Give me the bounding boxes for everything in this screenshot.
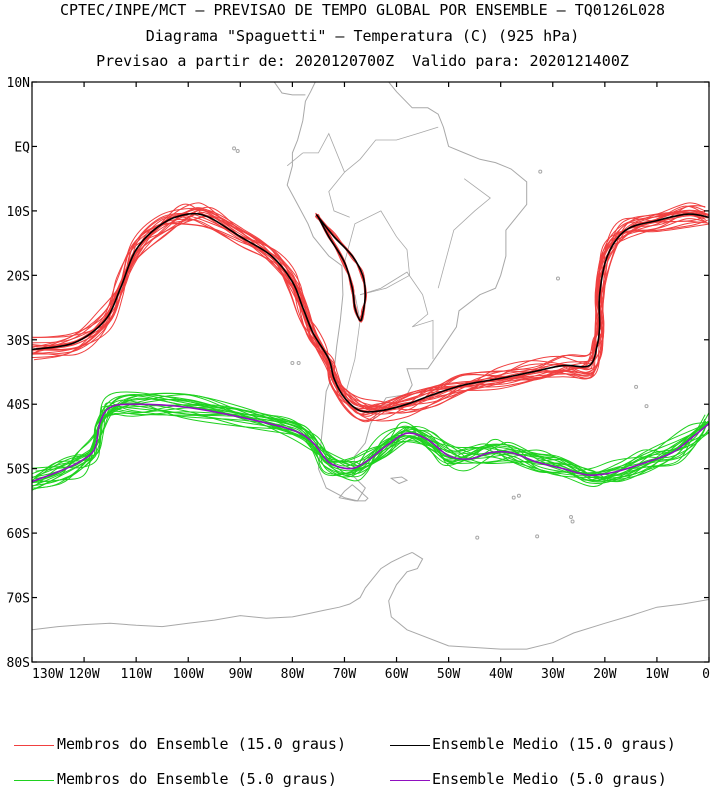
lon-tick-label: 70W <box>333 667 357 682</box>
lon-tick-label: 90W <box>229 667 253 682</box>
country-border <box>344 294 361 398</box>
legend-swatch-member-5 <box>14 780 54 781</box>
ensemble-member-5-line <box>32 398 706 488</box>
ensemble-members-15-layer <box>32 202 709 423</box>
coastline-central-america <box>273 82 306 96</box>
ensemble-member-5-line <box>32 394 709 491</box>
lon-tick-label: 60W <box>385 667 409 682</box>
island-dot <box>511 495 516 500</box>
ensemble-member-15-andes-contour <box>315 212 366 322</box>
ensemble-mean-layer <box>32 212 709 483</box>
lat-tick-label: 60S <box>7 527 30 542</box>
ensemble-mean-15-line <box>32 212 709 413</box>
chart-title-line-2: Diagrama "Spaguetti" — Temperatura (C) (… <box>145 27 580 45</box>
ensemble-member-15-line <box>32 209 706 411</box>
lat-tick-label: 10N <box>7 76 30 91</box>
ensemble-member-15-line <box>32 212 708 411</box>
ensemble-member-5-line <box>32 394 706 479</box>
legend-label-mean-5: Ensemble Medio (5.0 graus) <box>432 770 667 788</box>
lat-tick-label: 30S <box>7 334 30 349</box>
lon-tick-label: 100W <box>173 667 204 682</box>
ensemble-member-15-line <box>32 205 706 415</box>
coastline-antarctic-peninsula <box>32 551 413 631</box>
island-dot <box>516 493 521 498</box>
ensemble-member-15-line <box>32 207 709 417</box>
lon-tick-label: 110W <box>120 667 151 682</box>
ensemble-member-15-line <box>33 208 705 410</box>
lat-tick-label: EQ <box>14 140 30 155</box>
island-dot <box>290 360 295 365</box>
coastline-antarctic-east <box>388 551 709 650</box>
lon-tick-label: 50W <box>437 667 461 682</box>
chart-title-line-1: CPTEC/INPE/MCT — PREVISAO DE TEMPO GLOBA… <box>59 1 666 19</box>
lat-tick-label: 50S <box>7 463 30 478</box>
country-border <box>359 271 434 360</box>
legend-label-mean-15: Ensemble Medio (15.0 graus) <box>432 735 676 753</box>
island-dot <box>232 146 237 151</box>
lat-tick-label: 10S <box>7 205 30 220</box>
island-dot <box>634 384 639 389</box>
legend-swatch-member-15 <box>14 745 54 746</box>
island-dot <box>296 360 301 365</box>
lon-tick-label: 30W <box>541 667 565 682</box>
country-border <box>437 178 491 289</box>
ensemble-member-15-line <box>33 208 706 415</box>
country-border <box>302 126 439 173</box>
legend-swatch-mean-5 <box>390 780 430 781</box>
country-border <box>328 171 350 218</box>
ensemble-member-15-andes-contour <box>316 216 366 323</box>
ensemble-member-15-line <box>32 202 706 407</box>
country-border <box>344 210 411 296</box>
lat-tick-label: 80S <box>7 656 30 671</box>
ensemble-member-15-line <box>32 205 707 422</box>
legend-label-member-15: Membros do Ensemble (15.0 graus) <box>57 735 346 753</box>
ensemble-mean-15-andes-contour <box>315 214 367 322</box>
ensemble-member-15-line <box>32 203 707 416</box>
lon-tick-label: 20W <box>593 667 617 682</box>
lon-tick-label: 130W <box>32 667 63 682</box>
island-dot <box>570 519 575 524</box>
ensemble-members-5-layer <box>32 391 709 491</box>
country-border <box>286 152 304 167</box>
ensemble-member-15-andes-contour <box>315 215 366 321</box>
coastline-layer <box>32 82 709 650</box>
lat-tick-label: 40S <box>7 398 30 413</box>
lat-tick-label: 20S <box>7 269 30 284</box>
lon-tick-label: 10W <box>645 667 669 682</box>
coastline-tierra-del-fuego <box>338 484 369 502</box>
legend-swatch-mean-15 <box>390 745 430 746</box>
island-dot <box>555 276 560 281</box>
chart-title-line-3: Previsao a partir de: 2020120700Z Valido… <box>96 52 629 70</box>
ensemble-member-5-line <box>32 394 707 487</box>
lat-tick-label: 70S <box>7 592 30 607</box>
lon-tick-label: 80W <box>281 667 305 682</box>
legend-label-member-5: Membros do Ensemble (5.0 graus) <box>57 770 337 788</box>
island-dot <box>535 534 540 539</box>
lon-tick-label: 40W <box>489 667 513 682</box>
island-dot <box>568 515 573 519</box>
lon-tick-label: 120W <box>68 667 99 682</box>
island-dot <box>475 535 480 540</box>
lon-tick-label: 0 <box>702 667 710 682</box>
coastline-falklands <box>389 476 409 485</box>
island-dot <box>644 404 649 409</box>
plot-frame <box>31 81 710 663</box>
ensemble-mean-5-line <box>32 403 709 483</box>
island-dot <box>235 148 240 153</box>
island-dot <box>538 169 543 174</box>
ensemble-member-15-line <box>32 205 706 409</box>
